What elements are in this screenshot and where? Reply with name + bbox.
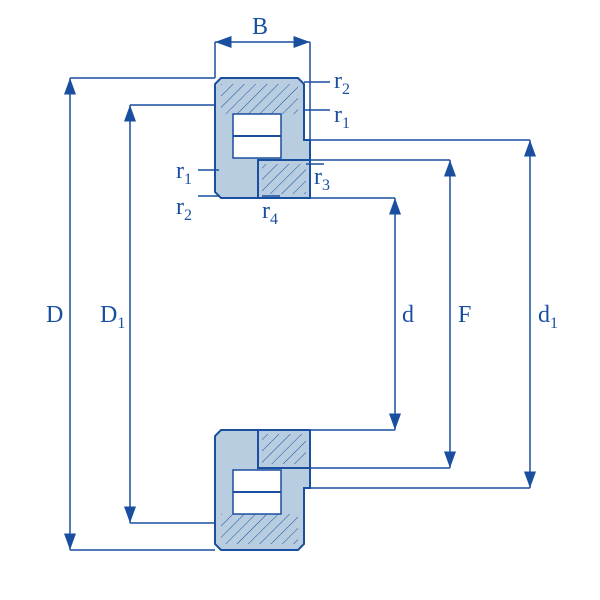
label-r2-tr: r2 [334,68,350,98]
bearing-bottom-half [130,430,530,550]
label-d1: d1 [538,302,558,332]
label-r2-tl: r2 [176,194,192,224]
label-d-small: d [402,302,414,328]
label-r1-tr: r1 [334,102,350,132]
label-B: B [252,14,268,40]
label-r4: r4 [262,198,278,228]
bearing-cross-section-diagram: B D D1 d F d1 r2 r1 r1 r2 r3 r4 [0,0,600,600]
label-D: D [46,302,63,328]
label-r3: r3 [314,164,330,194]
label-D1: D1 [100,302,125,332]
label-r1-tl: r1 [176,158,192,188]
label-F: F [458,302,471,328]
